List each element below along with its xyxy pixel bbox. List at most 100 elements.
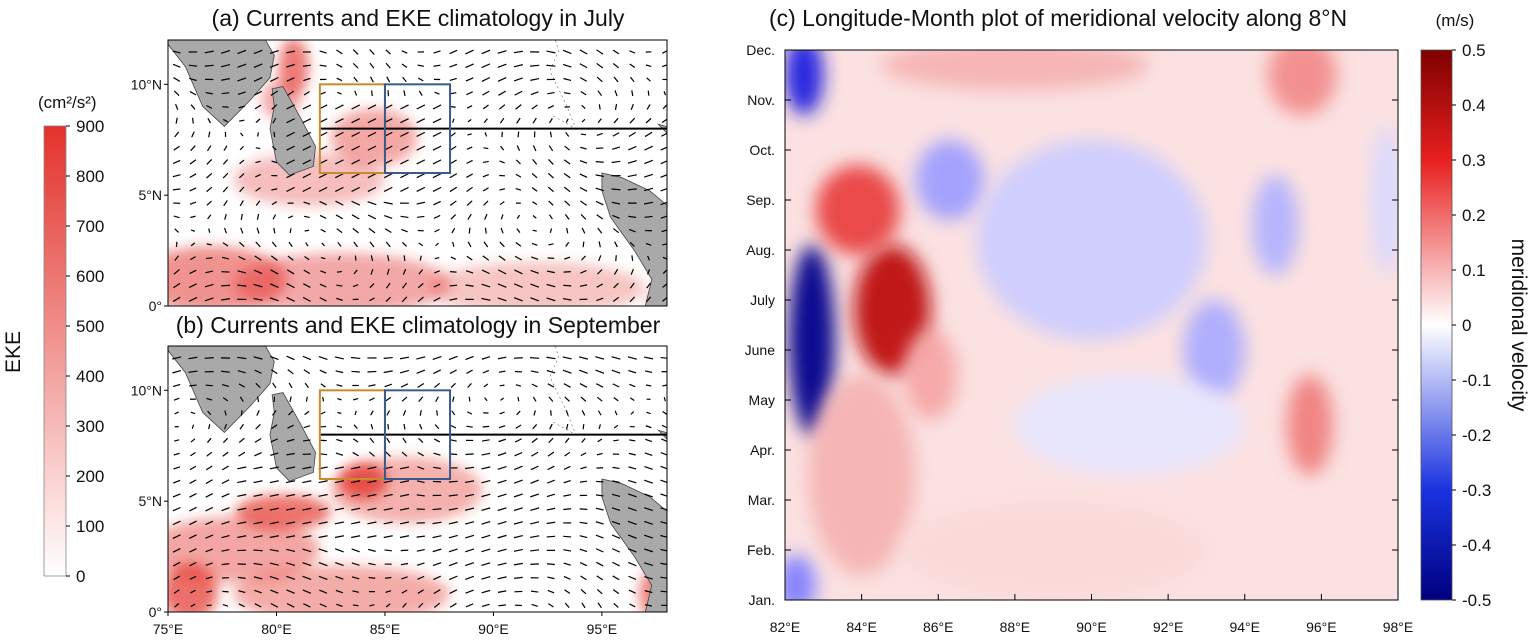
current-vector — [627, 160, 637, 164]
current-vector — [647, 269, 651, 275]
y-tick-label: 10°N — [131, 76, 162, 92]
current-vector — [483, 241, 489, 248]
current-vector — [416, 201, 425, 205]
current-vector — [172, 506, 181, 512]
current-vector — [286, 493, 296, 497]
current-vector — [465, 575, 475, 581]
current-vector — [354, 255, 357, 261]
current-vector — [367, 507, 377, 511]
current-vector — [383, 507, 393, 511]
sri-lanka-landmass — [269, 392, 316, 482]
current-vector — [530, 297, 540, 302]
current-vector — [515, 159, 521, 165]
current-vector — [513, 562, 523, 566]
current-vector — [662, 410, 667, 415]
current-vector — [369, 437, 375, 444]
current-vector — [450, 256, 457, 260]
current-vector — [304, 382, 309, 389]
velocity-feature-12 — [1183, 300, 1245, 400]
current-vector — [498, 425, 506, 429]
current-vector — [253, 297, 263, 301]
current-vector — [433, 50, 441, 54]
current-vector — [513, 77, 523, 82]
lon-tick-label: 82°E — [770, 619, 801, 635]
current-vector — [627, 507, 637, 512]
current-vector — [580, 255, 586, 261]
current-vector — [530, 269, 539, 274]
current-vector — [321, 242, 325, 247]
current-vector — [662, 296, 667, 302]
current-vector — [660, 493, 667, 497]
current-vector — [319, 200, 327, 206]
current-vector — [449, 589, 458, 594]
current-vector — [530, 521, 540, 525]
month-tick-label: Apr. — [750, 442, 775, 458]
current-vector — [253, 549, 263, 552]
current-vector — [513, 521, 523, 525]
current-vector — [385, 241, 391, 248]
current-vector — [352, 227, 359, 234]
current-vector — [351, 159, 361, 165]
current-vector — [256, 396, 260, 403]
current-vector — [399, 493, 410, 497]
current-vector — [190, 603, 196, 608]
current-vector — [662, 104, 667, 110]
current-vector — [286, 466, 296, 470]
current-vector — [530, 493, 540, 498]
current-vector — [302, 64, 311, 67]
current-vector — [271, 104, 278, 110]
eke-blob-5 — [233, 252, 451, 306]
current-vector — [580, 213, 587, 220]
current-vector — [418, 437, 424, 443]
current-vector — [205, 91, 213, 95]
current-vector — [547, 92, 555, 95]
eke-blob-4 — [168, 563, 218, 612]
current-vector — [319, 214, 327, 219]
current-vector — [628, 561, 637, 567]
current-vector — [237, 77, 247, 82]
current-vector — [563, 479, 571, 484]
current-vector — [548, 214, 553, 220]
current-vector — [465, 453, 474, 456]
current-vector — [352, 49, 359, 55]
current-vector — [531, 242, 538, 246]
current-vector — [335, 370, 344, 374]
current-vector — [628, 466, 637, 470]
current-vector — [172, 174, 181, 178]
current-vector — [563, 159, 571, 165]
current-vector — [416, 104, 426, 110]
current-vector — [188, 370, 198, 373]
current-vector — [319, 50, 327, 54]
current-vector — [221, 465, 230, 471]
current-vector — [370, 255, 374, 262]
current-vector — [548, 145, 554, 152]
current-vector — [351, 576, 360, 580]
current-vector — [615, 255, 617, 262]
current-vector — [483, 200, 489, 206]
current-vector — [353, 241, 358, 248]
current-vector — [581, 437, 586, 443]
current-vector — [530, 465, 539, 471]
current-vector — [286, 63, 295, 68]
current-vector — [500, 397, 505, 401]
current-vector — [370, 424, 374, 430]
current-vector — [481, 507, 491, 511]
current-vector — [239, 423, 245, 430]
current-vector — [337, 411, 342, 414]
current-vector — [173, 90, 180, 96]
current-vector — [174, 439, 180, 442]
current-vector — [207, 214, 212, 220]
current-vector — [465, 49, 474, 55]
current-vector — [387, 255, 390, 262]
current-vector — [253, 507, 263, 511]
x-tick-label: 80°E — [261, 621, 292, 637]
current-vector — [563, 575, 571, 580]
current-vector — [240, 132, 244, 137]
current-vector — [189, 520, 197, 526]
current-vector — [549, 228, 553, 233]
current-vector — [337, 241, 342, 247]
current-vector — [646, 77, 651, 82]
current-vector — [400, 215, 409, 219]
current-vector — [629, 603, 636, 608]
eke-blob-3 — [233, 153, 385, 207]
